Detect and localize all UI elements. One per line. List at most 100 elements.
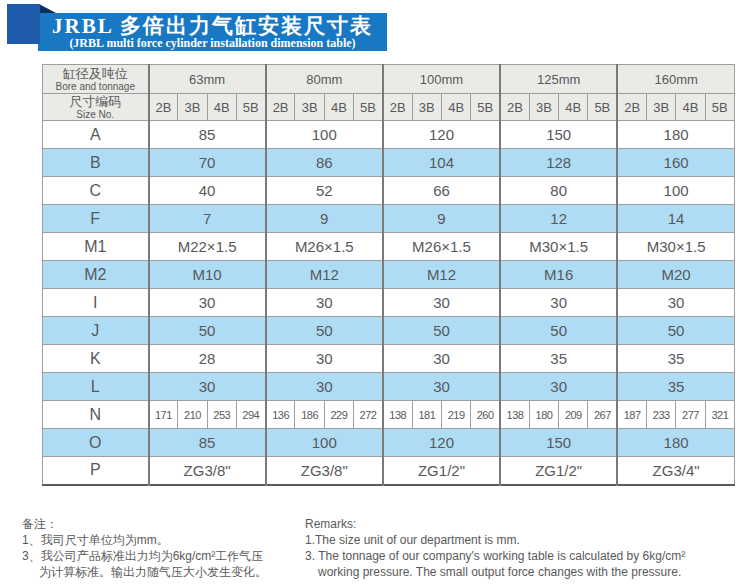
dimension-value-cell: 85 <box>149 121 266 149</box>
table-row: M1M22×1.5M26×1.5M26×1.5M30×1.5M30×1.5 <box>43 233 735 261</box>
dimension-value-cell: 30 <box>149 289 266 317</box>
dimension-value-cell: 9 <box>383 205 500 233</box>
dimension-value-cell: M26×1.5 <box>383 233 500 261</box>
dimension-value-cell: 30 <box>500 373 617 401</box>
dimension-value-cell: 30 <box>383 373 500 401</box>
size-code-header: 4B <box>441 94 470 121</box>
dimension-value-cell: 100 <box>617 177 734 205</box>
size-code-header: 3B <box>412 94 441 121</box>
header-row-size-codes: 尺寸编码 Size No. 2B3B4B5B2B3B4B5B2B3B4B5B2B… <box>43 94 735 121</box>
catalog-page: JRBL 多倍出力气缸安装尺寸表 (JRBL multi force cylin… <box>0 0 750 585</box>
dimension-value-cell: 120 <box>383 121 500 149</box>
dimension-value-cell: 267 <box>588 401 617 429</box>
remarks-chinese: 备注： 1、我司尺寸单位均为mm。 3、我公司产品标准出力均为6kg/cm²工作… <box>22 516 307 580</box>
dimension-value-cell: 138 <box>500 401 529 429</box>
size-code-header: 2B <box>500 94 529 121</box>
size-code-header: 4B <box>676 94 705 121</box>
row-label: M2 <box>43 261 149 289</box>
dimension-value-cell: 187 <box>617 401 646 429</box>
corner-bore-label-cn: 缸径及吨位 <box>43 67 148 81</box>
dimension-value-cell: 272 <box>354 401 383 429</box>
dimension-value-cell: 209 <box>559 401 588 429</box>
row-label: A <box>43 121 149 149</box>
dimension-value-cell: 100 <box>266 121 383 149</box>
dimension-value-cell: 180 <box>617 121 734 149</box>
dimension-value-cell: 30 <box>266 373 383 401</box>
size-code-header: 5B <box>705 94 734 121</box>
dimension-value-cell: M12 <box>266 261 383 289</box>
dimension-value-cell: 180 <box>529 401 558 429</box>
dimension-value-cell: ZG3/4" <box>617 457 734 485</box>
ribbon-fold-decoration <box>39 4 56 13</box>
size-code-header: 3B <box>529 94 558 121</box>
dimension-value-cell: 30 <box>500 289 617 317</box>
table-row: J5050505050 <box>43 317 735 345</box>
dimension-value-cell: 104 <box>383 149 500 177</box>
column-group-header: 63mm <box>149 65 266 94</box>
dimension-value-cell: 52 <box>266 177 383 205</box>
table-row: F7991214 <box>43 205 735 233</box>
dimension-value-cell: 50 <box>383 317 500 345</box>
dimension-value-cell: 180 <box>617 429 734 457</box>
dimension-value-cell: 50 <box>500 317 617 345</box>
size-code-header: 5B <box>354 94 383 121</box>
row-label: L <box>43 373 149 401</box>
table-row: B7086104128160 <box>43 149 735 177</box>
table-row: O85100120150180 <box>43 429 735 457</box>
dimension-value-cell: 35 <box>617 345 734 373</box>
dimension-value-cell: 66 <box>383 177 500 205</box>
dimension-value-cell: M30×1.5 <box>500 233 617 261</box>
dimension-value-cell: 40 <box>149 177 266 205</box>
dimension-value-cell: 50 <box>149 317 266 345</box>
size-code-header: 5B <box>588 94 617 121</box>
dimension-value-cell: M30×1.5 <box>617 233 734 261</box>
note-line-cn: 3、我公司产品标准出力均为6kg/cm²工作气压 <box>22 548 307 564</box>
note-line-cn: 备注： <box>22 516 307 532</box>
size-code-header: 4B <box>207 94 236 121</box>
note-line-en: 3. The tonnage of our company's working … <box>305 548 745 564</box>
dimension-value-cell: 136 <box>266 401 295 429</box>
note-line-cn: 1、我司尺寸单位均为mm。 <box>22 532 307 548</box>
dimension-value-cell: 30 <box>383 345 500 373</box>
row-label: M1 <box>43 233 149 261</box>
size-code-header: 2B <box>383 94 412 121</box>
dimension-value-cell: 30 <box>266 345 383 373</box>
dimension-value-cell: 120 <box>383 429 500 457</box>
table-row: A85100120150180 <box>43 121 735 149</box>
note-line-en: working pressure. The small output force… <box>305 564 745 580</box>
table-row: K2830303535 <box>43 345 735 373</box>
dimension-value-cell: 30 <box>266 289 383 317</box>
dimension-value-cell: 7 <box>149 205 266 233</box>
dimension-value-cell: 12 <box>500 205 617 233</box>
table-row: M2M10M12M12M16M20 <box>43 261 735 289</box>
corner-bore-label-en: Bore and tonnage <box>43 81 148 92</box>
row-label: O <box>43 429 149 457</box>
header-row-bore-groups: 缸径及吨位 Bore and tonnage 63mm80mm100mm125m… <box>43 65 735 94</box>
row-label: J <box>43 317 149 345</box>
size-code-header: 2B <box>266 94 295 121</box>
dimension-value-cell: 30 <box>383 289 500 317</box>
dimension-value-cell: ZG1/2" <box>383 457 500 485</box>
remarks-english: Remarks: 1.The size unit of our departme… <box>305 516 745 580</box>
dimension-value-cell: 321 <box>705 401 734 429</box>
dimension-value-cell: 85 <box>149 429 266 457</box>
dimension-value-cell: ZG3/8" <box>266 457 383 485</box>
row-label: I <box>43 289 149 317</box>
dimension-value-cell: 100 <box>266 429 383 457</box>
dimension-value-cell: 50 <box>617 317 734 345</box>
size-code-header: 5B <box>471 94 500 121</box>
dimension-value-cell: 35 <box>500 345 617 373</box>
corner-size-label-en: Size No. <box>43 109 148 120</box>
dimension-value-cell: 86 <box>266 149 383 177</box>
dimension-value-cell: M10 <box>149 261 266 289</box>
dimension-value-cell: 233 <box>647 401 676 429</box>
row-label: K <box>43 345 149 373</box>
dimension-table-body: A85100120150180B7086104128160C4052668010… <box>43 121 735 485</box>
size-code-header: 4B <box>559 94 588 121</box>
dimension-value-cell: 9 <box>266 205 383 233</box>
dimension-value-cell: 35 <box>617 373 734 401</box>
table-row: PZG3/8"ZG3/8"ZG1/2"ZG1/2"ZG3/4" <box>43 457 735 485</box>
dimension-value-cell: ZG3/8" <box>149 457 266 485</box>
table-row: L3030303035 <box>43 373 735 401</box>
dimension-value-cell: 50 <box>266 317 383 345</box>
